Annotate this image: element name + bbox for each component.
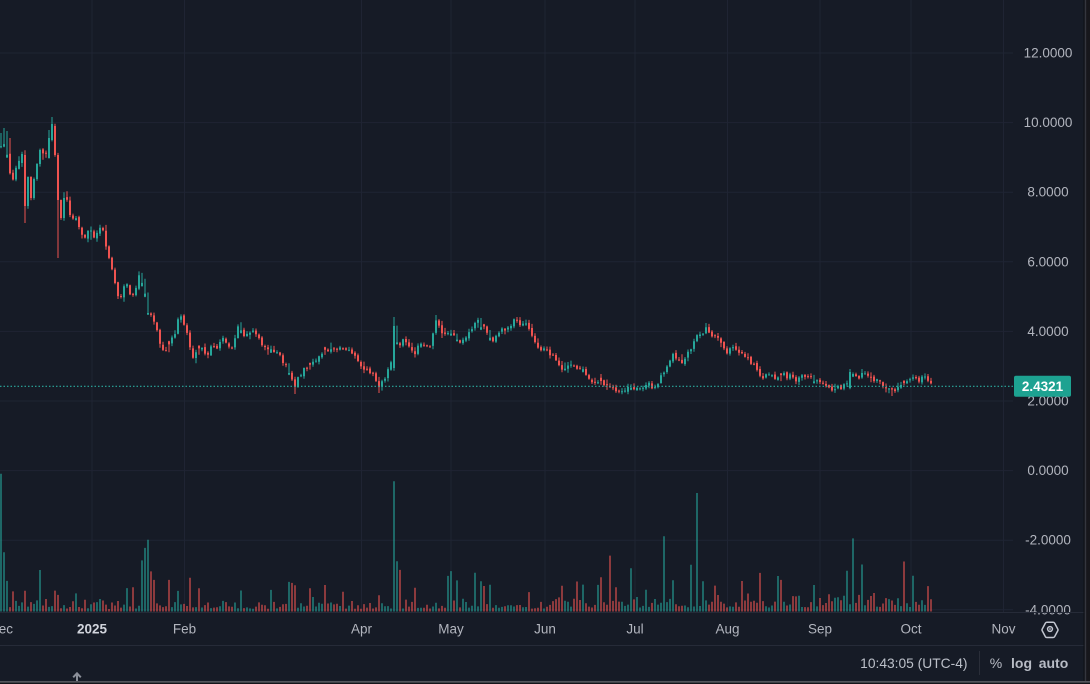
svg-text:auto: auto	[1039, 655, 1069, 671]
svg-text:12.0000: 12.0000	[1024, 46, 1073, 61]
svg-text:0.0000: 0.0000	[1027, 463, 1068, 478]
svg-text:Jul: Jul	[626, 622, 643, 637]
svg-text:2.0000: 2.0000	[1027, 394, 1068, 409]
svg-text:10:43:05 (UTC-4): 10:43:05 (UTC-4)	[860, 656, 967, 671]
svg-text:Jun: Jun	[534, 622, 556, 637]
svg-text:Feb: Feb	[173, 622, 196, 637]
svg-text:Apr: Apr	[351, 622, 373, 637]
svg-text:2025: 2025	[77, 622, 108, 637]
svg-text:Sep: Sep	[808, 622, 832, 637]
svg-text:4.0000: 4.0000	[1027, 324, 1068, 339]
svg-text:6.0000: 6.0000	[1027, 254, 1068, 269]
svg-text:-4.0000: -4.0000	[1025, 602, 1071, 617]
svg-text:Oct: Oct	[900, 622, 921, 637]
svg-text:8.0000: 8.0000	[1027, 185, 1068, 200]
svg-text:%: %	[990, 655, 1002, 671]
svg-text:-2.0000: -2.0000	[1025, 533, 1071, 548]
svg-text:Nov: Nov	[991, 622, 1015, 637]
svg-text:10.0000: 10.0000	[1024, 115, 1073, 130]
svg-text:log: log	[1011, 655, 1032, 671]
svg-text:Dec: Dec	[0, 622, 13, 637]
svg-text:May: May	[438, 622, 464, 637]
svg-text:Aug: Aug	[715, 622, 739, 637]
svg-text:2.4321: 2.4321	[1022, 379, 1064, 394]
